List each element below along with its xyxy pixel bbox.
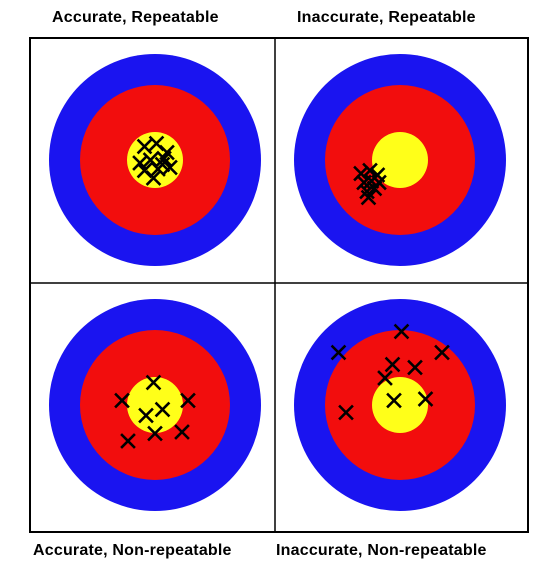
shot-mark: [136, 138, 153, 155]
shot-mark: [360, 189, 377, 206]
shot-mark: [145, 374, 162, 391]
shot-mark: [174, 424, 190, 440]
shot-mark: [377, 370, 393, 386]
shot-mark: [386, 392, 402, 409]
shot-mark: [407, 359, 423, 376]
shot-mark: [330, 344, 347, 361]
shot-mark: [162, 159, 178, 176]
label-accurate-nonrepeatable: Accurate, Non-repeatable: [33, 542, 232, 559]
shot-mark: [338, 404, 354, 421]
label-inaccurate-nonrepeatable: Inaccurate, Non-repeatable: [276, 542, 487, 559]
shot-mark: [138, 407, 154, 424]
shot-mark: [147, 425, 163, 442]
diagram-frame: [29, 37, 529, 533]
shot-mark: [156, 150, 172, 167]
shot-mark: [145, 170, 162, 186]
shot-mark: [366, 180, 383, 197]
shot-mark: [434, 344, 450, 361]
bullseye: [372, 132, 428, 188]
label-accurate-repeatable: Accurate, Repeatable: [52, 9, 219, 26]
shot-mark: [180, 392, 196, 409]
shot-mark: [417, 391, 434, 407]
shot-mark: [353, 165, 369, 182]
shot-mark: [150, 161, 166, 177]
label-inaccurate-repeatable: Inaccurate, Repeatable: [297, 9, 476, 26]
target-bottom-left: [49, 299, 261, 511]
shot-mark: [393, 323, 410, 340]
target-top-left: [49, 54, 261, 266]
shot-mark: [120, 433, 136, 449]
shot-mark: [384, 356, 401, 373]
shot-mark: [114, 392, 130, 409]
target-bottom-right: [294, 299, 506, 511]
target-top-right: [294, 54, 506, 266]
shot-mark: [154, 401, 171, 418]
